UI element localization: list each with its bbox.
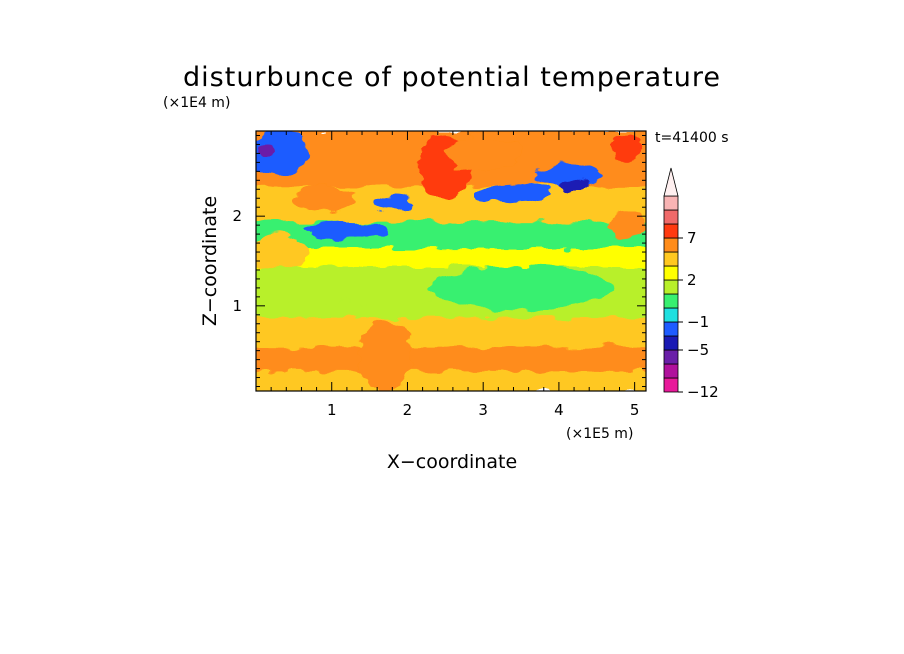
- colorbar-box: [663, 363, 679, 379]
- x-unit-label: (×1E5 m): [566, 426, 633, 442]
- field-feature-14: [256, 234, 310, 270]
- colorbar-label: −5: [687, 341, 709, 359]
- field-feature-4: [475, 184, 552, 203]
- colorbar-extend-arrow: [663, 167, 679, 197]
- field-layer-3: [256, 300, 646, 318]
- x-axis: 1 2 3 4 5: [270, 131, 640, 419]
- colorbar-box: [663, 293, 679, 309]
- x-tick-label: 5: [630, 401, 640, 419]
- x-tick-label: 1: [327, 401, 337, 419]
- colorbar-label: −12: [687, 383, 719, 401]
- colorbar-box: [663, 223, 679, 239]
- field-feature-9: [445, 135, 522, 172]
- colorbar-label: −1: [687, 313, 709, 331]
- y-axis-title: Z−coordinate: [199, 196, 221, 326]
- field-layer-1: [256, 345, 646, 372]
- colorbar-box: [663, 251, 679, 267]
- y-axis: 12: [232, 134, 646, 388]
- field-feature-6: [558, 179, 590, 191]
- y-tick-label: 1: [232, 297, 242, 315]
- colorbar-box: [663, 307, 679, 323]
- colorbar-box: [663, 335, 679, 351]
- colorbar-box: [663, 377, 679, 393]
- colorbar-box: [663, 209, 679, 225]
- colorbar-box: [663, 237, 679, 253]
- field-feature-1: [258, 144, 277, 159]
- colorbar-box: [663, 279, 679, 295]
- x-axis-title: X−coordinate: [387, 451, 517, 473]
- x-tick-label: 3: [478, 401, 488, 419]
- chart-title: disturbunce of potential temperature: [183, 62, 721, 93]
- field-feature-0: [256, 131, 310, 176]
- x-tick-label: 2: [403, 401, 413, 419]
- field-feature-10: [608, 211, 646, 239]
- field-layer-2: [256, 315, 646, 348]
- y-unit-label: (×1E4 m): [163, 95, 230, 111]
- field-layer-5: [256, 246, 646, 267]
- colorbar-box: [663, 321, 679, 337]
- colorbar-label: 2: [687, 271, 697, 289]
- field-feature-11: [293, 184, 355, 212]
- colorbar-box: [663, 195, 679, 211]
- contour-field: [256, 131, 646, 391]
- field-feature-8: [611, 135, 643, 163]
- colorbar-box: [663, 349, 679, 365]
- field-layer-0: [256, 369, 646, 391]
- plot-area: [256, 131, 646, 391]
- field-feature-13: [430, 265, 612, 311]
- time-label: t=41400 s: [655, 130, 729, 146]
- y-tick-label: 2: [232, 207, 242, 225]
- field-feature-12: [358, 319, 412, 391]
- colorbar-label: 7: [687, 229, 697, 247]
- x-tick-label: 4: [554, 401, 564, 419]
- colorbar-box: [663, 265, 679, 281]
- field-feature-2: [305, 221, 389, 238]
- colorbar: −12−5−127: [663, 167, 719, 401]
- field-feature-3: [373, 195, 412, 210]
